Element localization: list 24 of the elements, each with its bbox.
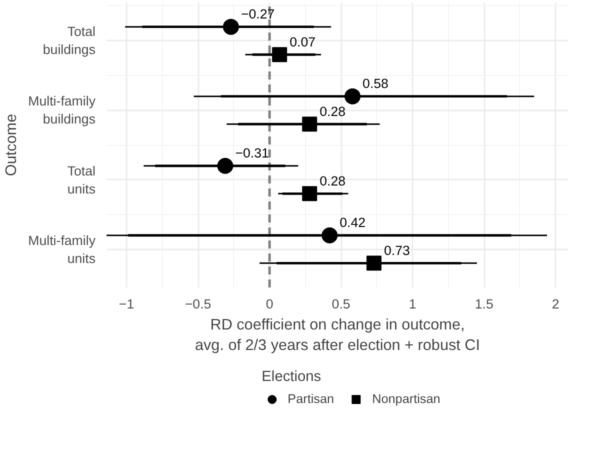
y-tick-label: Multi-family buildings <box>28 94 96 127</box>
y-tick-label: Total units <box>67 163 96 196</box>
y-tick-label: Multi-family units <box>28 232 96 266</box>
y-axis-title: Outcome <box>3 114 20 176</box>
data-label: 0.42 <box>340 215 366 230</box>
x-tick-label: 1.5 <box>474 296 494 312</box>
x-tick-label: 2 <box>552 296 560 312</box>
x-tick-label: −0.5 <box>184 296 212 312</box>
data-label: 0.73 <box>384 242 410 258</box>
data-label: −0.31 <box>235 146 269 161</box>
legend-label: Partisan <box>288 392 334 406</box>
data-label: 0.28 <box>320 104 346 119</box>
legend-title: Elections <box>262 369 322 385</box>
x-tick-label: −1 <box>118 296 134 312</box>
x-tick-label: 0.5 <box>332 296 350 312</box>
x-tick-label: 1 <box>408 296 416 312</box>
x-axis-title: RD coefficient on change in outcome, avg. of 2/3 years after election + robust CI <box>195 316 480 354</box>
legend-label: Nonpartisan <box>372 392 440 406</box>
data-label: 0.28 <box>320 173 346 188</box>
data-label: 0.58 <box>362 76 388 91</box>
data-label: 0.07 <box>290 34 316 50</box>
x-tick-label: 0 <box>266 296 274 312</box>
y-tick-label: Total buildings <box>42 24 96 58</box>
data-label: −0.27 <box>240 6 275 22</box>
